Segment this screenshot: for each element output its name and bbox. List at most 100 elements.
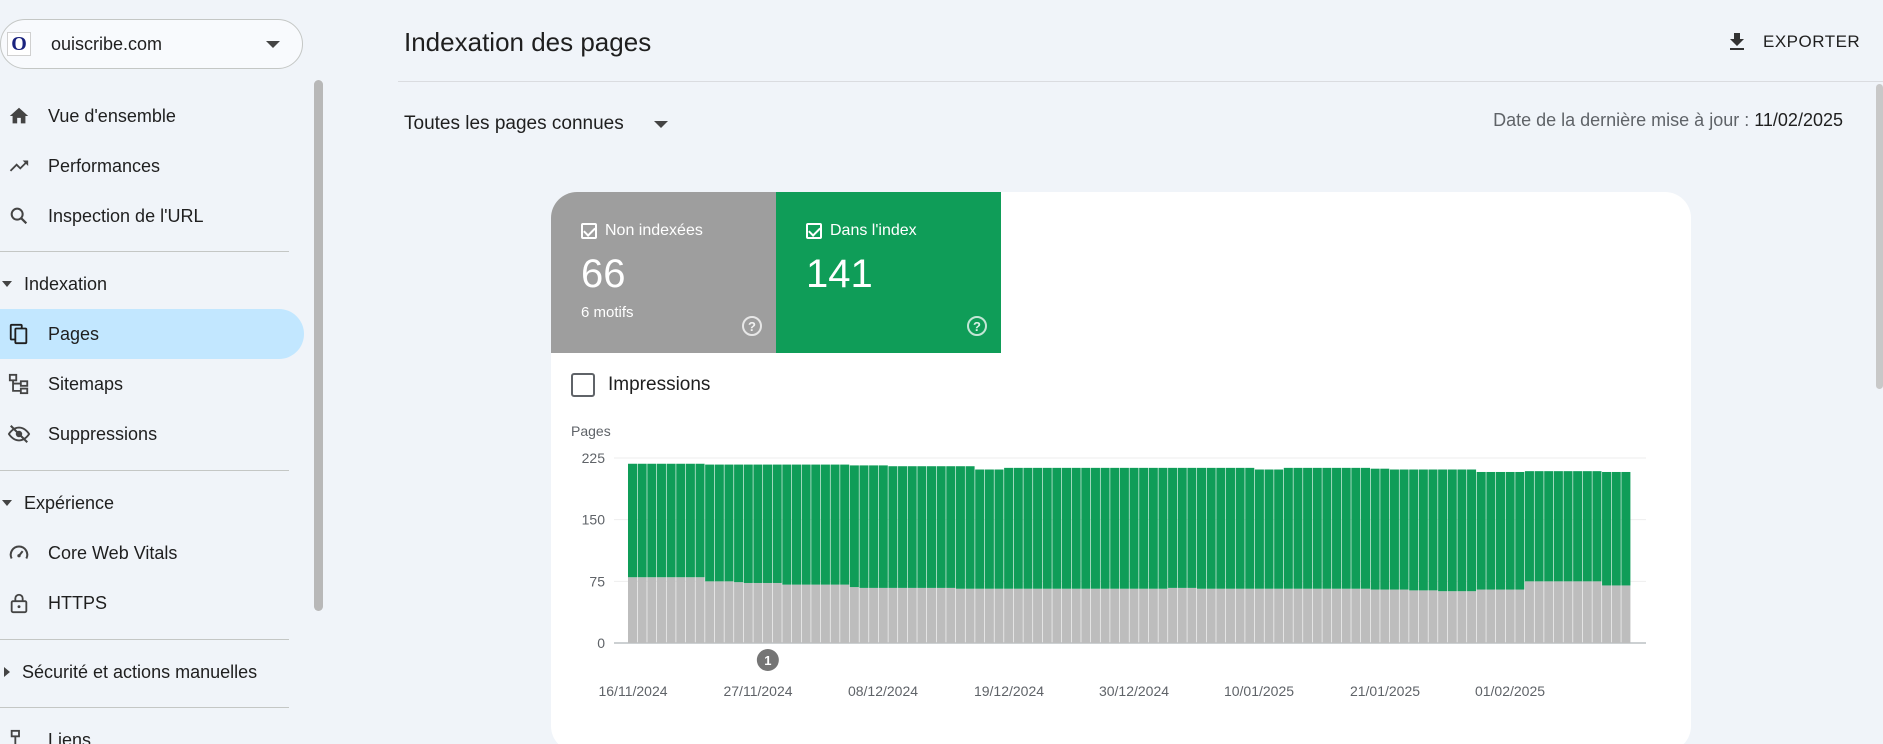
bar-not-indexed bbox=[1438, 591, 1448, 643]
bar-not-indexed bbox=[955, 588, 965, 643]
caret-down-icon bbox=[2, 281, 12, 287]
bar-indexed bbox=[676, 463, 686, 578]
bar-indexed bbox=[1071, 467, 1081, 589]
bar-not-indexed bbox=[1293, 588, 1303, 643]
bar-not-indexed bbox=[637, 577, 647, 643]
sidebar-item-label: HTTPS bbox=[48, 592, 108, 613]
sidebar-scrollbar[interactable] bbox=[314, 80, 323, 611]
bar-indexed bbox=[1611, 471, 1621, 586]
tile-indexed[interactable]: Dans l'index 141 ? bbox=[776, 192, 1001, 353]
export-label: EXPORTER bbox=[1763, 32, 1861, 51]
bar-indexed bbox=[1351, 467, 1361, 589]
links-icon bbox=[7, 728, 31, 744]
bar-indexed bbox=[1544, 471, 1554, 582]
bar-not-indexed bbox=[1476, 589, 1486, 643]
bar-indexed bbox=[1061, 467, 1072, 589]
bar-indexed bbox=[1052, 467, 1062, 589]
bar-not-indexed bbox=[1274, 588, 1284, 643]
bar-not-indexed bbox=[1283, 588, 1293, 643]
bar-not-indexed bbox=[763, 582, 773, 643]
bar-not-indexed bbox=[1573, 581, 1583, 643]
sidebar-item-pages[interactable]: Pages bbox=[0, 309, 304, 359]
sidebar-item-sitemaps[interactable]: Sitemaps bbox=[0, 359, 304, 409]
bar-indexed bbox=[830, 464, 840, 585]
tile-header: Non indexées bbox=[581, 222, 703, 240]
bar-indexed bbox=[840, 464, 850, 585]
bar-not-indexed bbox=[820, 584, 830, 643]
main-scrollbar[interactable] bbox=[1876, 84, 1883, 389]
sidebar-item-label: Vue d'ensemble bbox=[48, 105, 176, 126]
bar-indexed bbox=[1177, 467, 1187, 588]
divider bbox=[0, 639, 289, 640]
caret-right-icon bbox=[4, 667, 10, 677]
help-icon[interactable]: ? bbox=[967, 316, 987, 336]
bar-indexed bbox=[782, 464, 792, 585]
bar-indexed bbox=[1274, 469, 1284, 589]
bar-not-indexed bbox=[1602, 585, 1612, 643]
bar-indexed bbox=[1332, 467, 1342, 589]
bar-not-indexed bbox=[1168, 587, 1178, 643]
sidebar-section-label: Indexation bbox=[24, 273, 108, 294]
checkbox-checked-icon[interactable] bbox=[806, 223, 822, 239]
sidebar-item-https[interactable]: HTTPS bbox=[0, 578, 304, 628]
bar-indexed bbox=[1505, 471, 1515, 590]
sidebar-section-security[interactable]: Sécurité et actions manuelles bbox=[0, 652, 257, 692]
bar-indexed bbox=[1197, 467, 1207, 589]
pages-filter-select[interactable]: Toutes les pages connues bbox=[404, 110, 668, 138]
bar-indexed bbox=[820, 464, 830, 585]
bar-not-indexed bbox=[1303, 588, 1313, 643]
bar-indexed bbox=[1389, 469, 1399, 590]
bar-indexed bbox=[1602, 471, 1612, 586]
sidebar-item-label: Inspection de l'URL bbox=[48, 205, 204, 226]
bar-indexed bbox=[1495, 471, 1506, 590]
sidebar-item-performance[interactable]: Performances bbox=[0, 141, 304, 191]
bar-indexed bbox=[743, 464, 753, 583]
sidebar-item-links[interactable]: Liens bbox=[0, 715, 304, 744]
sidebar-item-removals[interactable]: Suppressions bbox=[0, 409, 304, 459]
sidebar-item-overview[interactable]: Vue d'ensemble bbox=[0, 91, 304, 141]
checkbox-unchecked-icon[interactable] bbox=[571, 373, 595, 397]
x-tick-label: 30/12/2024 bbox=[1099, 683, 1169, 699]
bar-indexed bbox=[1158, 467, 1168, 589]
bar-not-indexed bbox=[628, 577, 638, 643]
bar-not-indexed bbox=[994, 588, 1004, 643]
bar-not-indexed bbox=[1332, 588, 1342, 643]
sidebar-section-indexing[interactable]: Indexation bbox=[0, 264, 107, 304]
tile-value: 141 bbox=[806, 252, 873, 296]
last-updated-date: 11/02/2025 bbox=[1754, 110, 1843, 130]
bar-indexed bbox=[888, 466, 898, 588]
bar-indexed bbox=[753, 464, 763, 583]
tile-not-indexed[interactable]: Non indexées 66 6 motifs ? bbox=[551, 192, 776, 353]
bar-indexed bbox=[1563, 471, 1573, 582]
tile-label: Non indexées bbox=[605, 222, 703, 239]
property-selector[interactable]: O ouiscribe.com bbox=[0, 19, 303, 69]
bar-indexed bbox=[811, 464, 821, 585]
bar-indexed bbox=[1293, 467, 1303, 589]
export-button[interactable]: EXPORTER bbox=[1725, 28, 1860, 56]
sidebar-item-label: Suppressions bbox=[48, 423, 158, 444]
bar-not-indexed bbox=[1216, 588, 1226, 643]
bar-indexed bbox=[936, 466, 946, 588]
sidebar-item-core-web-vitals[interactable]: Core Web Vitals bbox=[0, 528, 304, 578]
help-icon[interactable]: ? bbox=[742, 316, 762, 336]
bar-not-indexed bbox=[1033, 588, 1043, 643]
speedometer-icon bbox=[7, 541, 31, 565]
checkbox-checked-icon[interactable] bbox=[581, 223, 597, 239]
bar-not-indexed bbox=[724, 581, 734, 643]
bar-not-indexed bbox=[656, 577, 666, 643]
bar-indexed bbox=[1148, 467, 1158, 589]
bar-not-indexed bbox=[801, 584, 811, 643]
bar-indexed bbox=[1476, 471, 1486, 590]
bar-indexed bbox=[1283, 467, 1293, 589]
bar-indexed bbox=[1004, 467, 1014, 589]
bar-indexed bbox=[1438, 469, 1448, 592]
bar-indexed bbox=[1206, 467, 1216, 589]
bar-indexed bbox=[1245, 467, 1255, 589]
sidebar-section-experience[interactable]: Expérience bbox=[0, 483, 114, 523]
impressions-toggle[interactable]: Impressions bbox=[571, 373, 710, 397]
bar-indexed bbox=[1573, 471, 1583, 582]
sidebar-item-label: Pages bbox=[48, 323, 100, 344]
bar-indexed bbox=[647, 463, 657, 578]
sidebar-item-url-inspection[interactable]: Inspection de l'URL bbox=[0, 191, 304, 241]
bar-not-indexed bbox=[849, 587, 859, 643]
